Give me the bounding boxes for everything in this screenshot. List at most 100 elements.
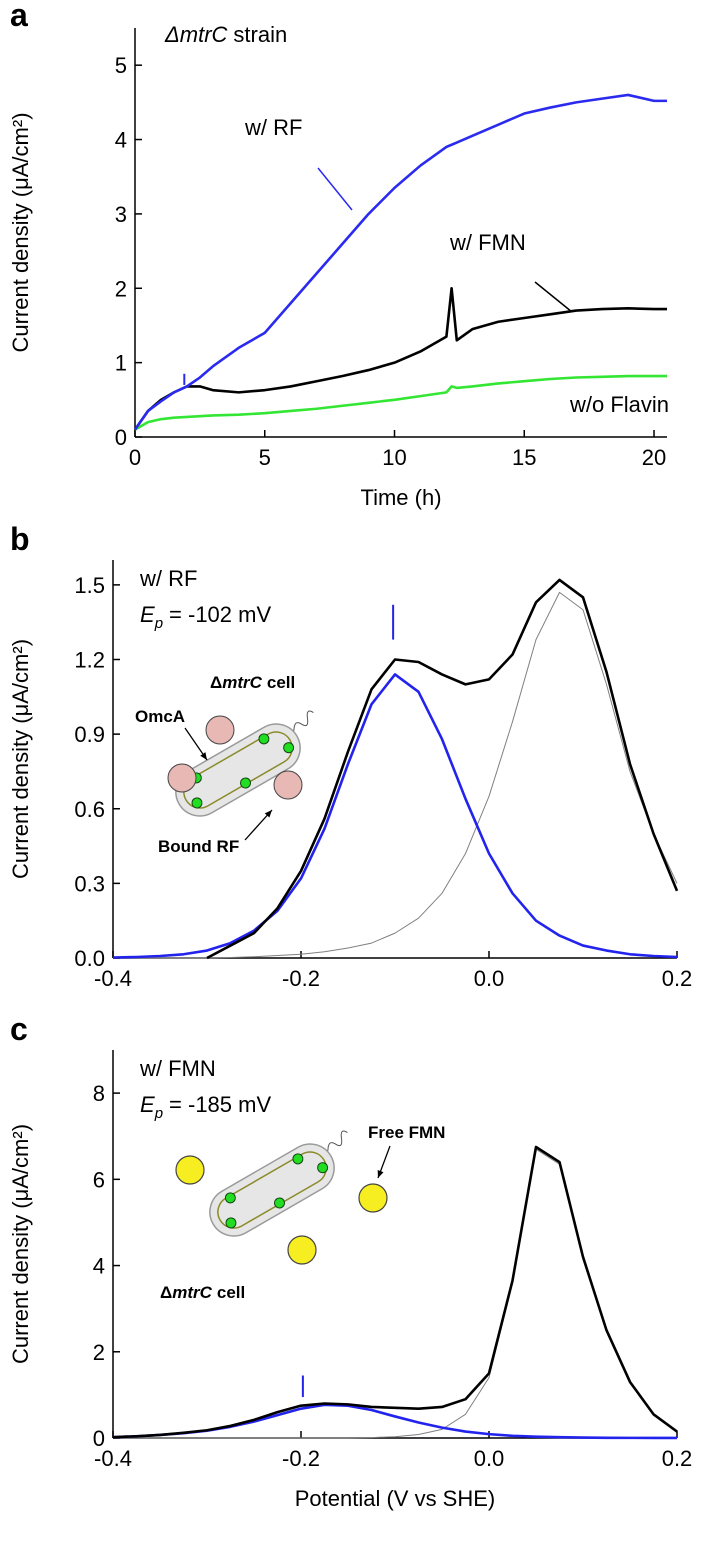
cell-text: cell bbox=[217, 1283, 245, 1302]
cell-italic: mtrC bbox=[172, 1283, 212, 1302]
free-fmn bbox=[287, 1235, 317, 1265]
y-tick-label: 0.9 bbox=[74, 722, 105, 747]
ep-symbol: E bbox=[140, 602, 155, 627]
ep-sub: p bbox=[154, 615, 163, 632]
arrow-head bbox=[264, 810, 272, 818]
y-tick-label: 5 bbox=[115, 53, 127, 78]
series-line bbox=[133, 93, 667, 431]
condition-label: w/ RF bbox=[139, 566, 197, 591]
arrow-head bbox=[377, 1170, 384, 1178]
x-tick-label: 0.0 bbox=[474, 966, 505, 991]
y-tick-label: 1.5 bbox=[74, 573, 105, 598]
y-axis-title: Current density (μA/cm²) bbox=[8, 112, 33, 352]
ep-text: = -102 mV bbox=[169, 602, 271, 627]
strain-italic: ΔmtrC bbox=[164, 22, 228, 47]
green-dot bbox=[224, 1192, 236, 1204]
omca-protein bbox=[273, 770, 303, 800]
series-label: w/ RF bbox=[244, 115, 302, 140]
x-tick-label: 20 bbox=[642, 445, 666, 470]
green-dot bbox=[283, 742, 295, 754]
y-tick-label: 0.0 bbox=[74, 946, 105, 971]
ep-text: = -185 mV bbox=[169, 1092, 271, 1117]
omca-protein bbox=[167, 763, 197, 793]
y-tick-label: 0.6 bbox=[74, 797, 105, 822]
cell-label: ΔmtrC cell bbox=[160, 1283, 245, 1302]
y-tick-label: 4 bbox=[93, 1254, 105, 1279]
green-dot bbox=[240, 777, 251, 789]
x-axis-title: Time (h) bbox=[360, 485, 441, 510]
series-line bbox=[112, 1145, 678, 1439]
green-dot bbox=[292, 1153, 304, 1165]
x-tick-label: -0.4 bbox=[94, 1446, 132, 1471]
y-tick-label: 0 bbox=[115, 425, 127, 450]
green-dot bbox=[317, 1162, 329, 1174]
ep-symbol: E bbox=[140, 1092, 155, 1117]
y-tick-label: 1.2 bbox=[74, 648, 105, 673]
green-dot bbox=[191, 797, 203, 809]
x-tick-label: 10 bbox=[382, 445, 406, 470]
green-dot bbox=[258, 733, 270, 745]
cell-outer bbox=[209, 1143, 335, 1237]
free-fmn bbox=[358, 1183, 388, 1213]
series-line bbox=[134, 374, 667, 431]
green-dot bbox=[225, 1217, 237, 1229]
series-label: w/o Flavin bbox=[569, 392, 669, 417]
cell-delta: Δ bbox=[160, 1283, 172, 1302]
y-axis-title: Current density (μA/cm²) bbox=[8, 1124, 33, 1364]
series-line bbox=[206, 578, 679, 960]
x-tick-label: 0.0 bbox=[474, 1446, 505, 1471]
panel-letter: b bbox=[10, 521, 30, 557]
green-dot bbox=[274, 1197, 285, 1209]
callout-line bbox=[534, 281, 573, 313]
strain-label: ΔmtrC strain bbox=[164, 22, 287, 47]
series-line bbox=[112, 1403, 678, 1440]
y-tick-label: 4 bbox=[115, 128, 127, 153]
panel-letter: c bbox=[10, 1011, 28, 1047]
y-tick-label: 2 bbox=[115, 276, 127, 301]
y-tick-label: 0.3 bbox=[74, 871, 105, 896]
cell-delta: Δ bbox=[210, 673, 222, 692]
y-tick-label: 1 bbox=[115, 351, 127, 376]
series-line bbox=[133, 286, 667, 431]
cell bbox=[209, 1130, 348, 1237]
condition-label: w/ FMN bbox=[139, 1056, 216, 1081]
inset-label: Free FMN bbox=[368, 1123, 445, 1142]
x-tick-label: 0.2 bbox=[662, 966, 693, 991]
free-fmn bbox=[175, 1155, 205, 1185]
y-tick-label: 8 bbox=[93, 1081, 105, 1106]
y-axis-title: Current density (μA/cm²) bbox=[8, 639, 33, 879]
series-label: w/ FMN bbox=[449, 230, 526, 255]
cell-text: cell bbox=[267, 673, 295, 692]
inset-label: OmcA bbox=[135, 707, 185, 726]
cell-outer bbox=[175, 723, 301, 817]
flagellum bbox=[327, 1130, 348, 1151]
y-tick-label: 2 bbox=[93, 1340, 105, 1365]
y-tick-label: 6 bbox=[93, 1167, 105, 1192]
y-tick-label: 0 bbox=[93, 1426, 105, 1451]
peak-potential: Ep = -185 mV bbox=[140, 1092, 271, 1122]
x-tick-label: 0.2 bbox=[662, 1446, 693, 1471]
x-tick-label: 15 bbox=[512, 445, 536, 470]
inset-label: Bound RF bbox=[158, 837, 239, 856]
peak-potential: Ep = -102 mV bbox=[140, 602, 271, 632]
x-tick-label: -0.2 bbox=[282, 1446, 320, 1471]
x-tick-label: 5 bbox=[259, 445, 271, 470]
strain-text: strain bbox=[233, 22, 287, 47]
x-tick-label: 0 bbox=[129, 445, 141, 470]
cell-label: ΔmtrC cell bbox=[210, 673, 295, 692]
callout-line bbox=[317, 167, 353, 211]
y-tick-label: 3 bbox=[115, 202, 127, 227]
cell-italic: mtrC bbox=[222, 673, 262, 692]
x-axis-title: Potential (V vs SHE) bbox=[295, 1486, 496, 1511]
omca-protein bbox=[205, 715, 235, 745]
x-tick-label: -0.2 bbox=[282, 966, 320, 991]
panel-letter: a bbox=[10, 0, 28, 33]
flagellum bbox=[293, 710, 314, 731]
cell bbox=[175, 710, 314, 817]
ep-sub: p bbox=[154, 1105, 163, 1122]
arrow-head bbox=[200, 752, 207, 760]
series-line bbox=[112, 673, 678, 959]
x-tick-label: -0.4 bbox=[94, 966, 132, 991]
